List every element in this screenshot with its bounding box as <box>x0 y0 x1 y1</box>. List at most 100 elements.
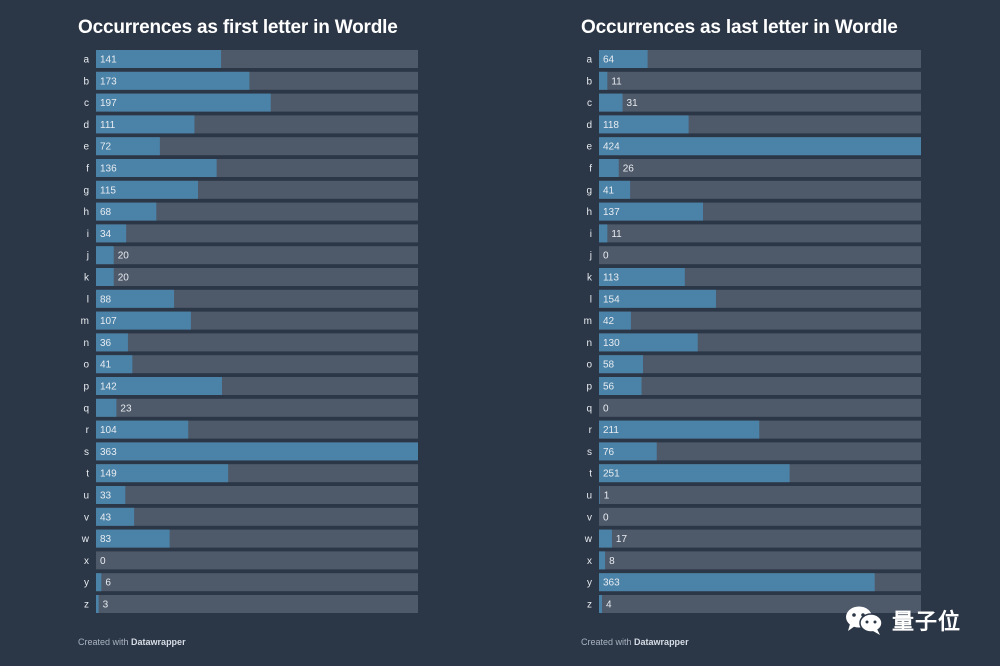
bar-track <box>96 486 418 504</box>
bar-row-l: l 88 <box>87 289 418 308</box>
bar-row-j: j 20 <box>86 246 418 265</box>
category-label: u <box>586 491 592 502</box>
bar-row-t: t 251 <box>589 464 921 483</box>
bar-chart-first-letter: a 141 b 173 c 197 d 111 e 72 f 136 g 115 h 68 i 34 j 20 k 20 l… <box>81 50 418 613</box>
bar-row-h: h 137 <box>586 202 921 221</box>
bar-track <box>96 333 418 352</box>
credit-line: Created with Datawrapper <box>78 637 186 647</box>
bar <box>96 202 157 221</box>
bar <box>599 355 644 374</box>
bar-track <box>599 246 921 265</box>
category-label: q <box>586 403 592 414</box>
value-label: 197 <box>100 98 117 109</box>
bar <box>96 420 189 439</box>
bar <box>599 486 600 504</box>
category-label: o <box>586 360 592 371</box>
bar-row-h: h 68 <box>83 202 418 221</box>
bar-row-c: c 31 <box>587 93 921 112</box>
value-label: 107 <box>100 316 117 327</box>
bar <box>599 529 612 548</box>
bar-row-f: f 136 <box>86 159 418 177</box>
bar-row-p: p 142 <box>83 377 418 395</box>
bar <box>96 71 250 90</box>
bar-track <box>96 137 418 156</box>
bar <box>599 595 603 613</box>
value-label: 136 <box>100 164 117 175</box>
bar <box>599 333 698 352</box>
category-label: v <box>587 512 592 523</box>
bar <box>599 115 689 134</box>
category-label: k <box>84 273 90 284</box>
category-label: q <box>83 403 89 414</box>
value-label: 23 <box>120 403 132 414</box>
bar <box>599 137 921 156</box>
category-label: a <box>83 55 89 66</box>
bar-row-e: e 424 <box>586 137 921 156</box>
bar-track <box>96 246 418 265</box>
category-label: d <box>83 120 89 131</box>
value-label: 130 <box>603 338 620 349</box>
category-label: m <box>81 316 89 327</box>
value-label: 1 <box>604 491 610 502</box>
value-label: 11 <box>611 76 622 87</box>
category-label: r <box>589 425 593 436</box>
value-label: 173 <box>100 76 117 87</box>
value-label: 20 <box>118 251 130 262</box>
bar <box>599 420 760 439</box>
bar <box>96 442 418 461</box>
bar-row-f: f 26 <box>589 159 921 177</box>
category-label: l <box>87 294 89 305</box>
credit-prefix: Created with <box>78 637 129 647</box>
bar-row-w: w 17 <box>584 529 921 548</box>
bar-track <box>96 595 418 613</box>
bar-track <box>599 50 921 68</box>
bar-track <box>599 377 921 395</box>
bar-row-q: q 23 <box>83 398 418 417</box>
bar <box>96 486 126 504</box>
category-label: e <box>586 142 592 153</box>
bar-row-l: l 154 <box>590 289 921 308</box>
bar <box>599 71 608 90</box>
bar <box>96 93 271 112</box>
bar <box>599 289 716 308</box>
category-label: u <box>83 491 89 502</box>
value-label: 0 <box>603 512 609 523</box>
bar <box>96 137 160 156</box>
bar-track <box>599 486 921 504</box>
bar-row-m: m 42 <box>584 311 921 330</box>
bar <box>599 268 685 286</box>
value-label: 149 <box>100 469 117 480</box>
bar-row-e: e 72 <box>83 137 418 156</box>
category-label: d <box>586 120 592 131</box>
category-label: c <box>587 98 592 109</box>
bar-row-g: g 41 <box>586 180 921 199</box>
value-label: 41 <box>100 360 112 371</box>
category-label: f <box>589 164 592 175</box>
category-label: k <box>587 273 593 284</box>
value-label: 142 <box>100 382 117 393</box>
bar-row-a: a 64 <box>586 50 921 68</box>
bar-track <box>96 202 418 221</box>
category-label: t <box>589 469 592 480</box>
bar-track <box>599 442 921 461</box>
bar-track <box>96 529 418 548</box>
bar <box>96 159 217 177</box>
bar-row-w: w 83 <box>81 529 418 548</box>
bar-track <box>96 355 418 374</box>
bar-row-t: t 149 <box>86 464 418 483</box>
bar <box>599 573 875 592</box>
value-label: 154 <box>603 294 620 305</box>
bar-track <box>599 159 921 177</box>
category-label: c <box>84 98 89 109</box>
bar-row-b: b 173 <box>83 71 418 90</box>
bar <box>599 377 642 395</box>
bar-track <box>96 268 418 286</box>
bar-track <box>599 224 921 243</box>
category-label: g <box>83 185 89 196</box>
bar <box>599 93 623 112</box>
value-label: 3 <box>103 600 109 611</box>
